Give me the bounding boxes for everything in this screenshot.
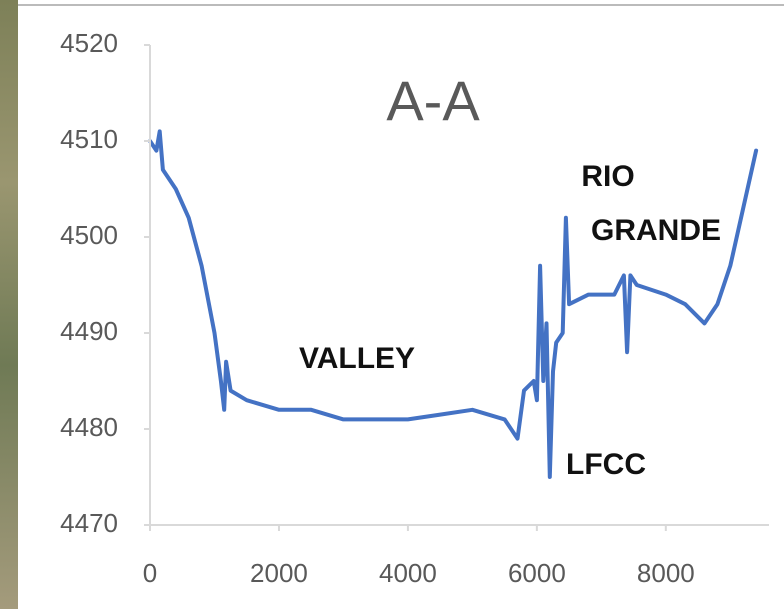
annotation: VALLEY: [299, 342, 415, 375]
annotation: RIO: [581, 160, 634, 193]
annotation: GRANDE: [591, 214, 721, 247]
x-tick-label: 2000: [250, 558, 308, 588]
annotation: LFCC: [566, 448, 646, 481]
x-tick-label: 0: [143, 558, 157, 588]
y-tick-label: 4480: [60, 412, 118, 442]
page: A-A VALLEY RIO GRANDE LFCC 4470 4480 4490 4…: [0, 0, 784, 609]
chart: A-A VALLEY RIO GRANDE LFCC 4470 4480 4490 4…: [0, 0, 784, 609]
x-tick-label: 8000: [637, 558, 695, 588]
satellite-strip: [0, 0, 18, 609]
y-tick-label: 4500: [60, 220, 118, 250]
y-tick-label: 4470: [60, 508, 118, 538]
y-tick-label: 4490: [60, 316, 118, 346]
x-tick-label: 6000: [508, 558, 566, 588]
y-tick-label: 4510: [60, 124, 118, 154]
y-tick-label: 4520: [60, 28, 118, 58]
chart-title: A-A: [386, 69, 480, 132]
x-tick-label: 4000: [379, 558, 437, 588]
